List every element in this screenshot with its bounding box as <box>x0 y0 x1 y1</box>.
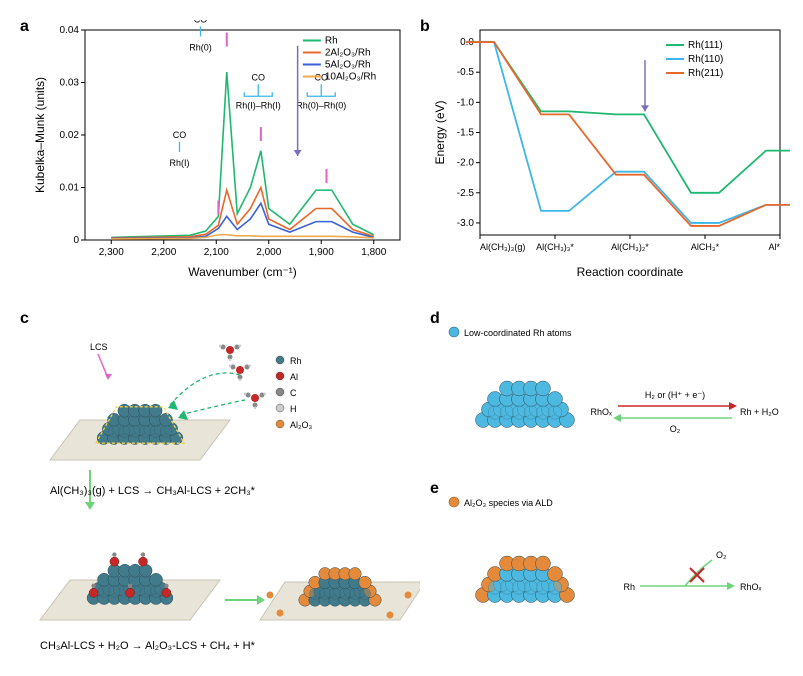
svg-text:Al*: Al* <box>768 242 780 252</box>
svg-text:CO: CO <box>194 20 208 25</box>
panel-e-schematic: Al₂O₃ species via ALD Rh O₂ RhOₓ <box>440 490 790 650</box>
svg-text:Al₂O₃ species via ALD: Al₂O₃ species via ALD <box>464 498 553 508</box>
svg-text:-2.5: -2.5 <box>457 188 475 199</box>
svg-text:H₂ or (H⁺ + e⁻): H₂ or (H⁺ + e⁻) <box>645 390 705 400</box>
chart-b: 0.0-0.5-1.0-1.5-2.0-2.5-3.0Al(CH₃)₃(g)Al… <box>430 20 790 280</box>
svg-text:C: C <box>290 388 297 398</box>
svg-text:Rh: Rh <box>325 36 338 47</box>
svg-text:-1.5: -1.5 <box>457 128 475 139</box>
svg-text:Al(CH₃)₂*: Al(CH₃)₂* <box>611 242 649 252</box>
panel-label-b: b <box>420 18 430 36</box>
svg-text:Rh: Rh <box>290 356 302 366</box>
svg-text:CO: CO <box>252 72 266 82</box>
panel-d-schematic: Low-coordinated Rh atoms RhOₓ Rh + H₂O H₂ o… <box>440 320 790 470</box>
svg-text:O₂: O₂ <box>716 550 727 560</box>
svg-text:Rh + H₂O: Rh + H₂O <box>740 407 779 417</box>
panel-label-c: c <box>20 310 29 328</box>
panel-c-rxn1: Al(CH₃)₃(g) + LCS → CH₃Al-LCS + 2CH₃* <box>50 485 255 497</box>
svg-text:Low-coordinated Rh atoms: Low-coordinated Rh atoms <box>464 328 572 338</box>
svg-text:RhOₓ: RhOₓ <box>591 407 613 417</box>
svg-text:-1.0: -1.0 <box>457 97 475 108</box>
svg-text:5Al₂O₃/Rh: 5Al₂O₃/Rh <box>325 60 371 71</box>
svg-text:10Al₂O₃/Rh: 10Al₂O₃/Rh <box>325 72 376 83</box>
svg-text:H: H <box>290 404 297 414</box>
chart-a: 0 0.01 0.02 0.03 0.04 2,300 2,200 2,100 2,000 1,9… <box>30 20 410 280</box>
svg-text:0.03: 0.03 <box>60 78 80 89</box>
svg-text:Al₂O₃: Al₂O₃ <box>290 420 312 430</box>
svg-text:Rh(0)–Rh(0): Rh(0)–Rh(0) <box>296 100 346 110</box>
panel-label-a: a <box>20 18 29 36</box>
svg-text:Al(CH₃)₃(g): Al(CH₃)₃(g) <box>480 242 525 252</box>
svg-text:0.02: 0.02 <box>60 130 80 141</box>
svg-text:Al: Al <box>290 372 298 382</box>
svg-text:2,300: 2,300 <box>99 247 124 258</box>
svg-text:Reaction coordinate: Reaction coordinate <box>577 265 684 279</box>
svg-text:RhOₓ: RhOₓ <box>740 582 762 592</box>
svg-text:Wavenumber (cm⁻¹): Wavenumber (cm⁻¹) <box>188 265 297 279</box>
svg-text:Rh(I)–Rh(I): Rh(I)–Rh(I) <box>236 100 281 110</box>
panel-label-d: d <box>430 310 440 328</box>
svg-text:2,100: 2,100 <box>204 247 229 258</box>
svg-text:AlCH₃*: AlCH₃* <box>691 242 720 252</box>
svg-text:Rh(110): Rh(110) <box>688 54 723 65</box>
svg-text:Rh(111): Rh(111) <box>688 40 723 51</box>
panel-c-rxn2: CH₃Al-LCS + H₂O → Al₂O₃-LCS + CH₄ + H* <box>40 640 255 652</box>
svg-text:Rh(211): Rh(211) <box>688 68 723 79</box>
svg-text:2,200: 2,200 <box>151 247 176 258</box>
svg-text:Al(CH₃)₃*: Al(CH₃)₃* <box>536 242 574 252</box>
svg-text:O₂: O₂ <box>670 424 681 434</box>
svg-text:Rh(I): Rh(I) <box>170 158 190 168</box>
svg-text:0.01: 0.01 <box>60 183 80 194</box>
svg-text:0.04: 0.04 <box>60 25 80 36</box>
svg-text:2,000: 2,000 <box>256 247 281 258</box>
svg-text:Rh: Rh <box>623 582 635 592</box>
svg-text:0: 0 <box>73 235 79 246</box>
svg-text:2Al₂O₃/Rh: 2Al₂O₃/Rh <box>325 48 371 59</box>
svg-text:Energy (eV): Energy (eV) <box>433 100 447 164</box>
svg-text:-0.5: -0.5 <box>457 67 475 78</box>
svg-text:-3.0: -3.0 <box>457 218 475 229</box>
svg-text:-2.0: -2.0 <box>457 158 475 169</box>
svg-text:LCS: LCS <box>90 342 108 352</box>
svg-text:CO: CO <box>173 130 187 140</box>
panel-label-e: e <box>430 480 439 498</box>
svg-text:1,800: 1,800 <box>361 247 386 258</box>
svg-text:Kubelka–Munk (units): Kubelka–Munk (units) <box>33 77 47 193</box>
svg-text:1,900: 1,900 <box>309 247 334 258</box>
svg-text:Rh(0): Rh(0) <box>189 43 212 53</box>
